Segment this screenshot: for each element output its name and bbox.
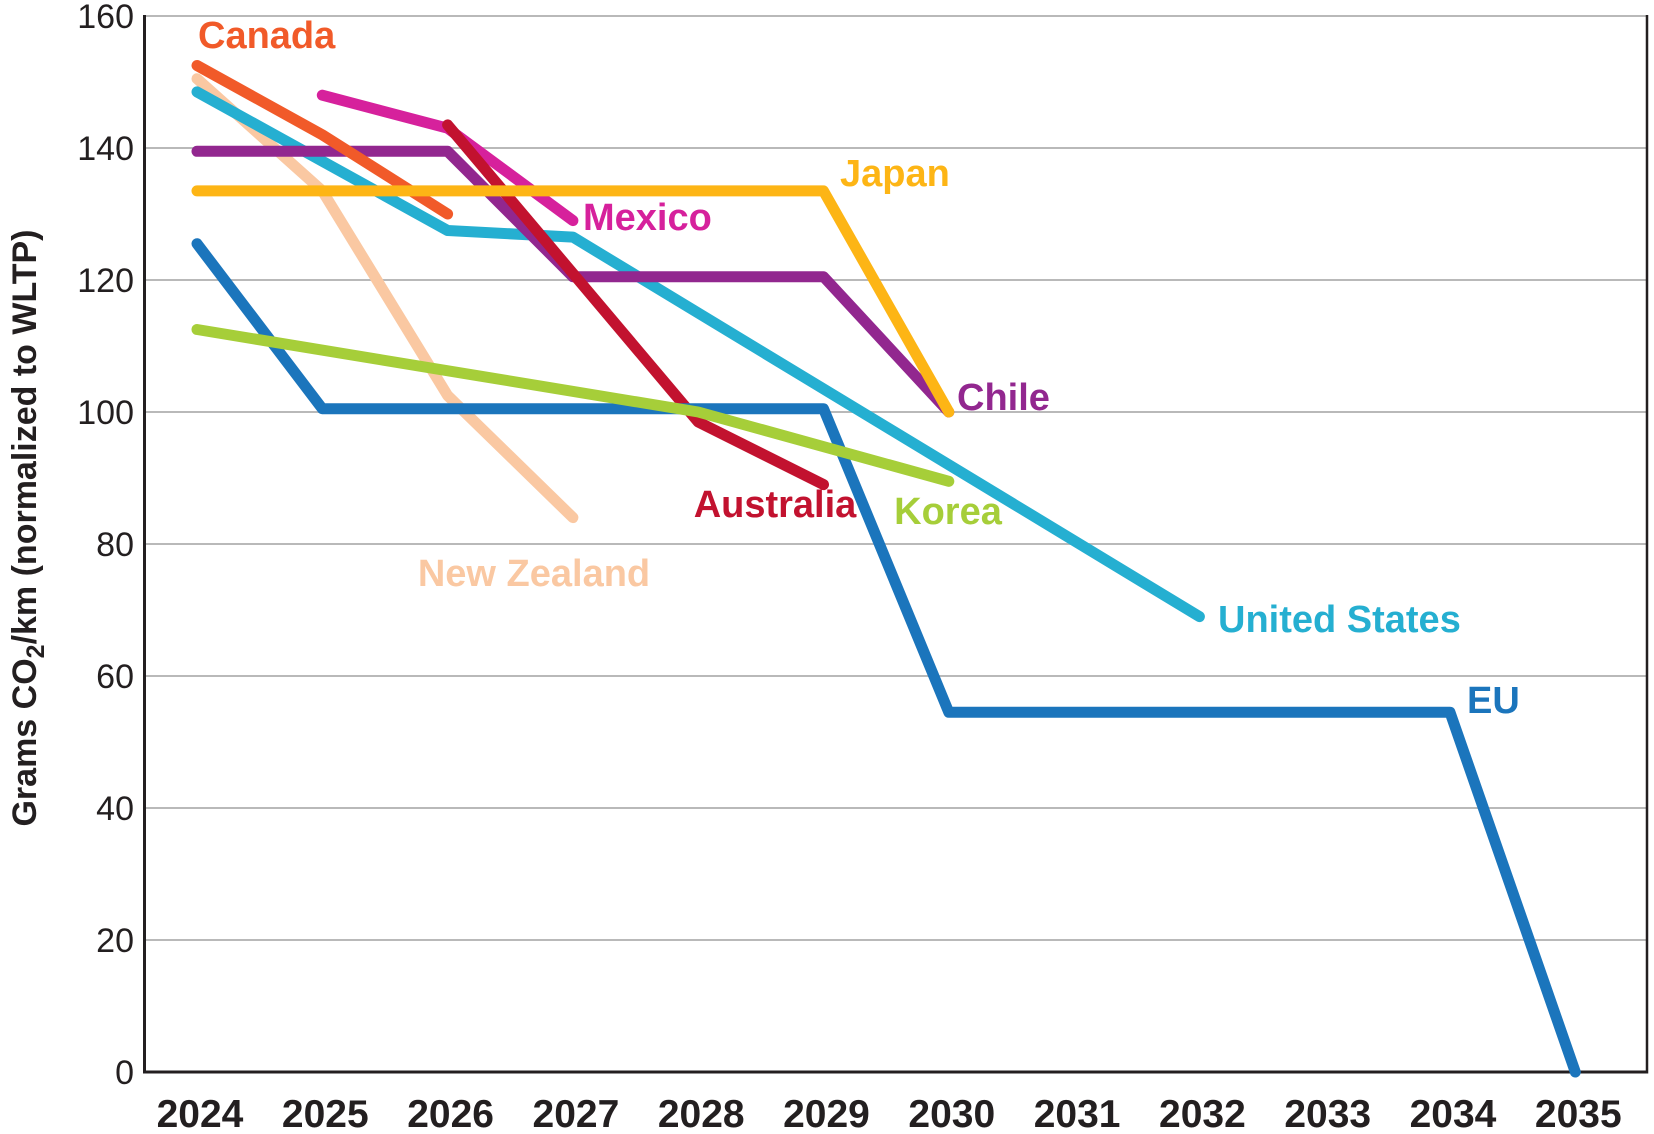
series-line-australia [442, 119, 829, 491]
y-tick-label-60: 60 [96, 658, 134, 696]
x-tick-label-2028: 2028 [658, 1093, 745, 1134]
series-label-new-zealand: New Zealand [418, 553, 650, 595]
series-lines-layer [191, 60, 1581, 1078]
y-tick-label-120: 120 [77, 262, 134, 300]
x-tick-label-2033: 2033 [1284, 1093, 1371, 1134]
x-axis-tick-labels: 2024 2025 2026 2027 2028 2029 2030 2031 2032 2033… [157, 1093, 1622, 1134]
x-tick-label-2027: 2027 [533, 1093, 620, 1134]
series-line-korea [191, 324, 955, 487]
x-tick-label-2032: 2032 [1159, 1093, 1246, 1134]
y-tick-label-80: 80 [96, 526, 134, 564]
x-tick-label-2031: 2031 [1034, 1093, 1121, 1134]
x-tick-label-2029: 2029 [783, 1093, 870, 1134]
x-tick-label-2026: 2026 [407, 1093, 494, 1134]
x-tick-label-2030: 2030 [908, 1093, 995, 1134]
y-axis-tick-labels: 0 20 40 60 80 100 120 140 160 [77, 0, 134, 1092]
x-tick-label-2035: 2035 [1535, 1093, 1622, 1134]
y-tick-label-160: 160 [77, 0, 134, 36]
series-label-japan: Japan [840, 153, 950, 195]
y-axis-title: Grams CO2/km (normalized to WLTP) [6, 229, 50, 826]
series-label-eu: EU [1467, 680, 1520, 722]
series-line-japan [191, 185, 955, 418]
y-axis-title-text: Grams CO2/km (normalized to WLTP) [6, 229, 50, 826]
series-label-united-states: United States [1218, 599, 1461, 641]
series-line-united-states [191, 86, 1205, 623]
series-label-australia: Australia [694, 484, 857, 526]
y-tick-label-0: 0 [115, 1054, 134, 1092]
y-tick-label-140: 140 [77, 130, 134, 168]
series-label-mexico: Mexico [583, 197, 712, 239]
series-label-korea: Korea [894, 491, 1003, 533]
plot-border-layer [143, 15, 1649, 1074]
series-labels-layer: New Zealand United States Chile Mexico Austr… [198, 15, 1520, 722]
x-tick-label-2034: 2034 [1410, 1093, 1497, 1134]
y-tick-label-100: 100 [77, 394, 134, 432]
series-label-canada: Canada [198, 15, 336, 57]
series-line-eu [191, 238, 1581, 1078]
series-line-new-zealand [191, 73, 579, 524]
x-tick-label-2025: 2025 [282, 1093, 369, 1134]
y-tick-label-40: 40 [96, 790, 134, 828]
series-label-chile: Chile [957, 377, 1050, 419]
y-tick-label-20: 20 [96, 922, 134, 960]
x-tick-label-2024: 2024 [157, 1093, 244, 1134]
